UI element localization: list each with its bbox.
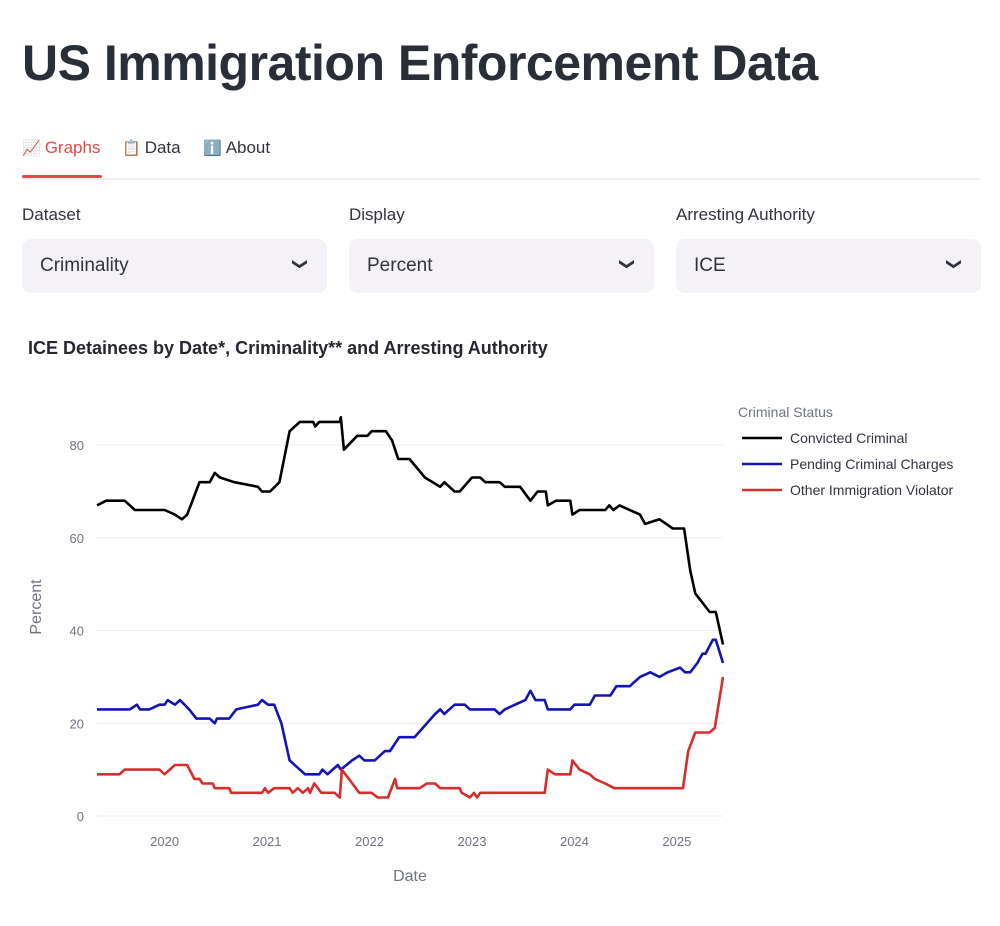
y-tick-label: 60 [70, 531, 84, 546]
page-title: US Immigration Enforcement Data [22, 35, 818, 91]
tab-label: Graphs [44, 138, 101, 157]
x-axis-label: Date [393, 868, 427, 885]
chart-title: ICE Detainees by Date*, Criminality** an… [28, 338, 548, 358]
tab-data[interactable]: 📋 Data [122, 138, 181, 158]
arresting-authority-select[interactable]: ICE ❯ [676, 239, 981, 293]
dataset-value: Criminality [40, 255, 129, 276]
legend-item[interactable]: Other Immigration Violator [790, 482, 953, 498]
legend-item[interactable]: Pending Criminal Charges [790, 456, 953, 472]
tab-graphs[interactable]: 📈 Graphs [22, 138, 100, 158]
active-tab-indicator [22, 175, 102, 178]
series-line-other-immigration-violator[interactable] [97, 676, 725, 799]
x-tick-label: 2021 [253, 834, 282, 849]
tab-bar: 📈 Graphs 📋 Data ℹ️ About [22, 134, 980, 180]
legend: Criminal Status Convicted Criminal Pendin… [738, 404, 953, 498]
x-tick-label: 2025 [662, 834, 691, 849]
y-tick-label: 20 [70, 716, 84, 731]
legend-item[interactable]: Convicted Criminal [790, 430, 907, 446]
tab-label: About [225, 138, 271, 157]
chart-increasing-icon: 📈 [22, 140, 41, 157]
x-tick-label: 2024 [560, 834, 589, 849]
series-line-pending-criminal-charges[interactable] [97, 638, 725, 776]
info-icon: ℹ️ [203, 140, 222, 157]
series-line-convicted-criminal[interactable] [96, 416, 725, 645]
display-value: Percent [367, 255, 433, 276]
display-label: Display [349, 205, 405, 224]
y-tick-label: 80 [70, 438, 84, 453]
x-tick-label: 2020 [150, 834, 179, 849]
legend-title: Criminal Status [738, 404, 833, 420]
tab-label: Data [144, 138, 181, 157]
x-tick-label: 2022 [355, 834, 384, 849]
y-tick-label: 40 [70, 624, 84, 639]
dataset-select[interactable]: Criminality ❯ [22, 239, 327, 293]
arresting-authority-value: ICE [694, 255, 726, 276]
dataset-label: Dataset [22, 205, 81, 224]
y-tick-label: 0 [77, 809, 84, 824]
y-axis-label: Percent [28, 579, 45, 635]
arresting-authority-label: Arresting Authority [676, 205, 815, 224]
display-select[interactable]: Percent ❯ [349, 239, 654, 293]
tab-about[interactable]: ℹ️ About [203, 138, 270, 158]
x-tick-label: 2023 [458, 834, 487, 849]
clipboard-icon: 📋 [122, 140, 141, 157]
